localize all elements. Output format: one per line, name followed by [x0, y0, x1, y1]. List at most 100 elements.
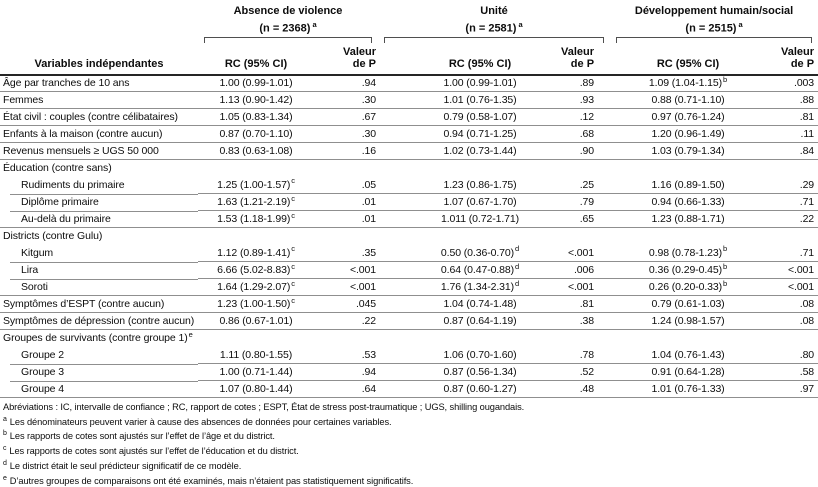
- p-value-cell: .08: [766, 312, 818, 330]
- row-label-cell: État civil : couples (contre célibataire…: [0, 108, 198, 126]
- p-value-cell: .71: [766, 193, 818, 211]
- odds-ratio-value: 0.87 (0.60-1.27): [443, 383, 517, 396]
- p-value: .71: [799, 246, 815, 259]
- table-row: Symptômes de dépression (contre aucun) 0.…: [0, 312, 818, 330]
- p-value-cell: .67: [314, 108, 379, 126]
- row-label: Éducation (contre sans): [3, 162, 112, 175]
- footnote-line: d Le district était le seul prédicteur si…: [3, 458, 818, 473]
- odds-ratio-cell: 1.05 (0.83-1.34): [198, 108, 314, 126]
- bracket-shape: [384, 36, 605, 43]
- odds-ratio-cell: 1.07 (0.80-1.44): [198, 380, 314, 398]
- row-label-cell: Groupe 4: [0, 380, 198, 398]
- footnote-marker: d: [515, 244, 520, 254]
- group-title-line1: Développement humain/social: [634, 5, 794, 17]
- row-label-cell: Lira: [0, 261, 198, 279]
- p-value-cell: .08: [766, 295, 818, 313]
- footnote-marker: d: [515, 278, 520, 288]
- row-label: Diplôme primaire: [21, 196, 99, 209]
- odds-ratio-cell: 0.98 (0.78-1.23)b: [610, 245, 766, 262]
- row-label-cell: Districts (contre Gulu): [0, 227, 818, 245]
- p-value-cell: .78: [558, 347, 610, 364]
- p-value-cell: .68: [558, 125, 611, 143]
- p-value: .67: [361, 111, 377, 124]
- p-value: .68: [579, 128, 595, 141]
- row-label: Âge par tranches de 10 ans: [3, 77, 130, 90]
- footnote-marker: d: [3, 459, 7, 467]
- footnote-marker: a: [518, 20, 523, 29]
- row-label-cell: Kitgum: [0, 245, 198, 262]
- row-label: Au-delà du primaire: [21, 212, 111, 225]
- row-label: Groupe 3: [21, 366, 64, 379]
- row-label: Femmes: [3, 94, 44, 107]
- odds-ratio-value: 1.13 (0.90-1.42): [219, 94, 293, 107]
- footnote-text: Les rapports de cotes sont ajustés sur l…: [9, 446, 299, 457]
- p-value: .90: [579, 145, 595, 158]
- row-label: Soroti: [21, 280, 48, 293]
- p-value: <.001: [567, 281, 595, 294]
- p-value: .88: [799, 94, 815, 107]
- row-label: État civil : couples (contre célibataire…: [3, 111, 178, 124]
- table-row: Femmes 1.13 (0.90-1.42) .30 1.01 (0.76-1.35…: [0, 91, 818, 109]
- odds-ratio-value: 0.64 (0.47-0.88): [440, 264, 515, 277]
- footnote-marker: e: [3, 474, 7, 482]
- p-value: .89: [579, 77, 595, 90]
- row-label: Groupe 2: [21, 349, 64, 362]
- footnote-line: Abréviations : IC, intervalle de confian…: [3, 401, 818, 414]
- odds-ratio-value: 0.26 (0.20-0.33): [648, 281, 723, 294]
- footnote-marker: a: [3, 415, 7, 423]
- footnotes: Abréviations : IC, intervalle de confian…: [0, 398, 818, 487]
- footnote-line: c Les rapports de cotes sont ajustés sur …: [3, 443, 818, 458]
- p-value-cell: .58: [766, 363, 818, 381]
- p-value: .58: [799, 366, 815, 379]
- odds-ratio-cell: 1.00 (0.99-1.01): [378, 75, 558, 92]
- group-title-line2: (n = 2581) a: [465, 20, 523, 35]
- p-value-cell: .25: [558, 177, 610, 194]
- footnote-marker: c: [291, 176, 295, 186]
- p-value: .71: [799, 196, 815, 209]
- p-value-cell: .80: [766, 347, 818, 364]
- odds-ratio-cell: 0.36 (0.29-0.45)b: [610, 261, 767, 279]
- p-value-cell: <.001: [558, 278, 611, 296]
- p-value-cell: .05: [314, 177, 378, 194]
- odds-ratio-cell: 0.86 (0.67-1.01): [198, 312, 314, 330]
- odds-ratio-value: 1.00 (0.99-1.01): [443, 77, 517, 90]
- p-value: .35: [361, 246, 377, 259]
- table-row: État civil : couples (contre célibataire…: [0, 108, 818, 126]
- p-value-cell: .53: [314, 347, 378, 364]
- p-value-cell: .22: [766, 210, 818, 228]
- p-value: .81: [799, 111, 815, 124]
- row-label: Groupes de survivants (contre groupe 1): [3, 332, 188, 345]
- group-header-row: Districts (contre Gulu): [0, 227, 818, 245]
- odds-ratio-value: 1.011 (0.72-1.71): [440, 213, 520, 226]
- p-value: .01: [361, 213, 377, 226]
- footnote-marker: c: [291, 295, 295, 305]
- bracket-shape: [204, 36, 373, 43]
- p-value: .003: [794, 77, 815, 90]
- p-value: .01: [361, 196, 377, 209]
- table-row: Groupe 2 1.11 (0.80-1.55) .53 1.06 (0.70-1.…: [0, 347, 818, 364]
- footnote-line: b Les rapports de cotes sont ajustés sur …: [3, 428, 818, 443]
- odds-ratio-cell: 0.87 (0.60-1.27): [378, 380, 559, 398]
- row-label-cell: Femmes: [0, 91, 198, 109]
- row-label: Groupe 4: [21, 382, 64, 395]
- p-value: .22: [361, 315, 377, 328]
- bracket-row: [0, 36, 818, 46]
- group-title-line1: Unité: [480, 5, 508, 17]
- p-value-cell: .94: [314, 75, 378, 92]
- odds-ratio-value: 0.86 (0.67-1.01): [219, 315, 293, 328]
- odds-ratio-cell: 1.24 (0.98-1.57): [610, 312, 767, 330]
- odds-ratio-value: 1.06 (0.70-1.60): [443, 348, 517, 361]
- odds-ratio-cell: 1.12 (0.89-1.41)c: [198, 245, 314, 262]
- p-value: .25: [579, 178, 595, 191]
- odds-ratio-value: 0.88 (0.71-1.10): [651, 94, 725, 107]
- p-value-cell: <.001: [314, 278, 379, 296]
- footnote-line: e D’autres groupes de comparaisons ont ét…: [3, 473, 818, 487]
- p-value: <.001: [787, 264, 815, 277]
- table-row: Soroti 1.64 (1.29-2.07)c <.001 1.76 (1.34-2…: [0, 278, 818, 296]
- p-value-cell: .35: [314, 245, 378, 262]
- p-value-cell: .045: [314, 295, 379, 313]
- row-label: Districts (contre Gulu): [3, 230, 103, 243]
- group-title-line2: (n = 2368) a: [259, 20, 317, 35]
- odds-ratio-cell: 1.04 (0.76-1.43): [610, 347, 766, 364]
